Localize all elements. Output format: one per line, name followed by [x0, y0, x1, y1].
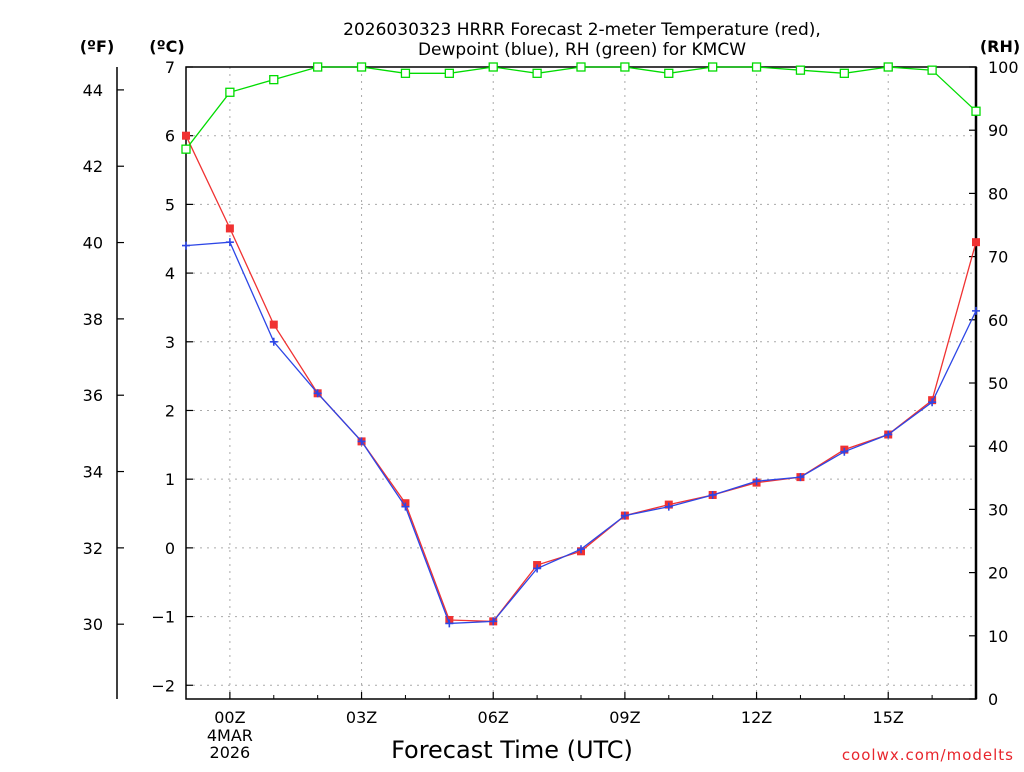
rh-point	[839, 68, 849, 78]
dewpoint-point	[577, 545, 585, 554]
celsius-tick-label: −1	[151, 608, 175, 627]
rh-point	[620, 62, 630, 72]
fahrenheit-unit-label: (ºF)	[80, 37, 115, 56]
rh-point	[971, 106, 981, 116]
rh-point	[269, 74, 279, 85]
chart-subtitle: Dewpoint (blue), RH (green) for KMCW	[418, 40, 746, 60]
rh-unit-label: (RH)	[980, 37, 1020, 56]
fahrenheit-tick-label: 40	[83, 234, 103, 253]
rh-point	[751, 62, 762, 72]
celsius-tick-label: −2	[151, 676, 175, 695]
fahrenheit-tick-label: 38	[83, 310, 103, 329]
rh-point	[400, 68, 411, 78]
axis-ticks: 76543210−1−24442403836343230100908070605…	[83, 58, 1019, 762]
rh-point	[664, 68, 674, 78]
rh-tick-label: 70	[988, 248, 1008, 267]
rh-line	[185, 66, 977, 150]
dewpoint-point	[796, 473, 805, 482]
rh-tick-label: 90	[988, 121, 1008, 140]
time-tick-label: 03Z	[346, 708, 377, 727]
dewpoint-point	[884, 430, 893, 439]
celsius-tick-label: 2	[165, 401, 175, 420]
rh-point	[444, 68, 454, 78]
dewpoint-point	[489, 617, 498, 626]
rh-point	[576, 62, 586, 72]
dewpoint-point	[313, 389, 322, 398]
rh-tick-label: 80	[988, 184, 1008, 203]
rh-point	[225, 87, 235, 97]
rh-tick-label: 60	[988, 311, 1008, 330]
fahrenheit-tick-label: 36	[83, 386, 103, 405]
dewpoint-point	[225, 238, 234, 247]
rh-tick-label: 100	[988, 58, 1019, 77]
celsius-tick-label: 3	[165, 333, 175, 352]
celsius-tick-label: 0	[165, 539, 175, 558]
rh-point	[927, 65, 937, 75]
dewpoint-point	[182, 241, 190, 250]
rh-tick-label: 40	[988, 437, 1008, 456]
dewpoint-point	[664, 502, 673, 511]
dewpoint-point	[840, 447, 849, 456]
plot-frame	[185, 66, 977, 700]
rh-point	[313, 62, 323, 72]
celsius-tick-label: 5	[165, 195, 175, 214]
rh-point	[532, 68, 542, 78]
fahrenheit-tick-label: 42	[83, 157, 103, 176]
rh-tick-label: 10	[988, 627, 1008, 646]
time-tick-label: 09Z	[609, 708, 640, 727]
rh-point	[488, 62, 498, 72]
time-tick-label: 15Z	[873, 708, 904, 727]
dewpoint-line	[185, 241, 977, 625]
temperature-point	[182, 131, 190, 140]
time-tick-label: 00Z	[214, 708, 245, 727]
rh-point	[708, 62, 718, 72]
fahrenheit-tick-label: 30	[83, 615, 103, 634]
temperature-point	[269, 320, 278, 329]
dewpoint-point	[620, 511, 629, 520]
celsius-tick-label: 1	[165, 470, 175, 489]
rh-tick-label: 30	[988, 500, 1008, 519]
grid-lines	[186, 66, 976, 699]
dewpoint-point	[708, 490, 717, 499]
celsius-unit-label: (ºC)	[149, 37, 184, 56]
dewpoint-point	[972, 306, 980, 315]
dewpoint-point	[445, 619, 454, 628]
rh-tick-label: 20	[988, 564, 1008, 583]
time-tick-label: 12Z	[741, 708, 772, 727]
rh-tick-label: 0	[988, 690, 998, 709]
dewpoint-point	[357, 437, 366, 446]
rh-tick-label: 50	[988, 374, 1008, 393]
x-axis-label: Forecast Time (UTC)	[391, 736, 633, 764]
celsius-tick-label: 4	[165, 264, 175, 283]
date-label: 4MAR	[207, 726, 253, 745]
fahrenheit-tick-label: 34	[83, 463, 103, 482]
rh-point	[181, 144, 191, 154]
rh-point	[356, 62, 367, 72]
series-layer	[181, 62, 981, 628]
date-label: 2026	[210, 743, 251, 762]
rh-point	[883, 62, 893, 72]
dewpoint-point	[269, 337, 278, 346]
dewpoint-point	[752, 477, 761, 486]
fahrenheit-tick-label: 44	[83, 81, 103, 100]
rh-point	[795, 65, 806, 75]
time-tick-label: 06Z	[478, 708, 509, 727]
temperature-point	[225, 224, 234, 233]
temperature-point	[972, 238, 980, 247]
dewpoint-point	[401, 502, 410, 511]
dewpoint-point	[533, 564, 542, 573]
fahrenheit-tick-label: 32	[83, 539, 103, 558]
credit-label: coolwx.com/modelts	[842, 746, 1014, 764]
celsius-tick-label: 6	[165, 127, 175, 146]
dewpoint-point	[928, 398, 937, 407]
chart-title: 2026030323 HRRR Forecast 2-meter Tempera…	[343, 20, 821, 40]
celsius-tick-label: 7	[165, 58, 175, 77]
